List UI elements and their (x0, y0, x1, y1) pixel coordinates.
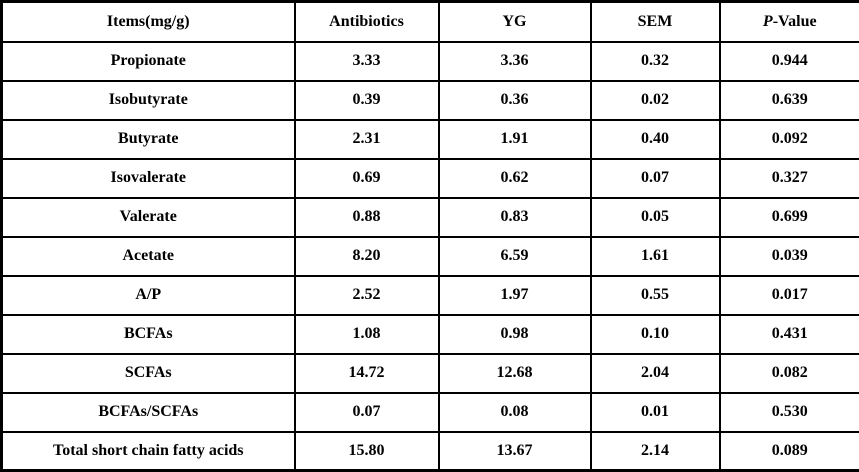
row-label-cell: SCFAs (2, 354, 295, 393)
value-cell: 0.944 (720, 42, 859, 81)
table-row-total-short-chain-fatty-acids: Total short chain fatty acids 15.80 13.6… (2, 432, 859, 471)
value-cell: 13.67 (439, 432, 591, 471)
row-label-cell: A/P (2, 276, 295, 315)
value-cell: 0.88 (295, 198, 439, 237)
header-cell-items: Items(mg/g) (2, 2, 295, 42)
value-cell: 0.62 (439, 159, 591, 198)
pvalue-header-italic-p: P (763, 13, 773, 30)
value-cell: 0.83 (439, 198, 591, 237)
table-row-acetate: Acetate 8.20 6.59 1.61 0.039 (2, 237, 859, 276)
value-cell: 0.36 (439, 81, 591, 120)
table-row-scfas: SCFAs 14.72 12.68 2.04 0.082 (2, 354, 859, 393)
value-cell: 0.017 (720, 276, 859, 315)
value-cell: 14.72 (295, 354, 439, 393)
value-cell: 0.32 (591, 42, 720, 81)
value-cell: 2.14 (591, 432, 720, 471)
value-cell: 0.699 (720, 198, 859, 237)
row-label-cell: Butyrate (2, 120, 295, 159)
value-cell: 0.69 (295, 159, 439, 198)
table-row-valerate: Valerate 0.88 0.83 0.05 0.699 (2, 198, 859, 237)
header-cell-sem: SEM (591, 2, 720, 42)
value-cell: 0.039 (720, 237, 859, 276)
pvalue-header-rest: -Value (773, 13, 817, 30)
table-row-isobutyrate: Isobutyrate 0.39 0.36 0.02 0.639 (2, 81, 859, 120)
value-cell: 0.05 (591, 198, 720, 237)
value-cell: 0.08 (439, 393, 591, 432)
value-cell: 0.10 (591, 315, 720, 354)
value-cell: 2.52 (295, 276, 439, 315)
value-cell: 1.08 (295, 315, 439, 354)
header-cell-antibiotics: Antibiotics (295, 2, 439, 42)
value-cell: 3.36 (439, 42, 591, 81)
value-cell: 0.55 (591, 276, 720, 315)
table-row-isovalerate: Isovalerate 0.69 0.62 0.07 0.327 (2, 159, 859, 198)
value-cell: 2.31 (295, 120, 439, 159)
value-cell: 0.98 (439, 315, 591, 354)
value-cell: 0.092 (720, 120, 859, 159)
row-label-cell: Isobutyrate (2, 81, 295, 120)
row-label-cell: Isovalerate (2, 159, 295, 198)
value-cell: 12.68 (439, 354, 591, 393)
value-cell: 0.02 (591, 81, 720, 120)
table-row-ap-ratio: A/P 2.52 1.97 0.55 0.017 (2, 276, 859, 315)
value-cell: 3.33 (295, 42, 439, 81)
value-cell: 1.61 (591, 237, 720, 276)
value-cell: 0.01 (591, 393, 720, 432)
value-cell: 1.97 (439, 276, 591, 315)
row-label-cell: Total short chain fatty acids (2, 432, 295, 471)
table-row-butyrate: Butyrate 2.31 1.91 0.40 0.092 (2, 120, 859, 159)
row-label-cell: Acetate (2, 237, 295, 276)
row-label-cell: BCFAs (2, 315, 295, 354)
value-cell: 0.089 (720, 432, 859, 471)
value-cell: 0.07 (591, 159, 720, 198)
value-cell: 15.80 (295, 432, 439, 471)
header-cell-pvalue: P-Value (720, 2, 859, 42)
value-cell: 0.39 (295, 81, 439, 120)
value-cell: 8.20 (295, 237, 439, 276)
header-cell-yg: YG (439, 2, 591, 42)
value-cell: 0.327 (720, 159, 859, 198)
header-row: Items(mg/g) Antibiotics YG SEM P-Value (2, 2, 859, 42)
row-label-cell: BCFAs/SCFAs (2, 393, 295, 432)
row-label-cell: Propionate (2, 42, 295, 81)
row-label-cell: Valerate (2, 198, 295, 237)
table-row-bcfas: BCFAs 1.08 0.98 0.10 0.431 (2, 315, 859, 354)
value-cell: 0.431 (720, 315, 859, 354)
table-row-bcfas-scfas-ratio: BCFAs/SCFAs 0.07 0.08 0.01 0.530 (2, 393, 859, 432)
value-cell: 2.04 (591, 354, 720, 393)
value-cell: 0.07 (295, 393, 439, 432)
value-cell: 0.530 (720, 393, 859, 432)
value-cell: 0.639 (720, 81, 859, 120)
value-cell: 0.40 (591, 120, 720, 159)
value-cell: 6.59 (439, 237, 591, 276)
value-cell: 1.91 (439, 120, 591, 159)
value-cell: 0.082 (720, 354, 859, 393)
table-row-propionate: Propionate 3.33 3.36 0.32 0.944 (2, 42, 859, 81)
